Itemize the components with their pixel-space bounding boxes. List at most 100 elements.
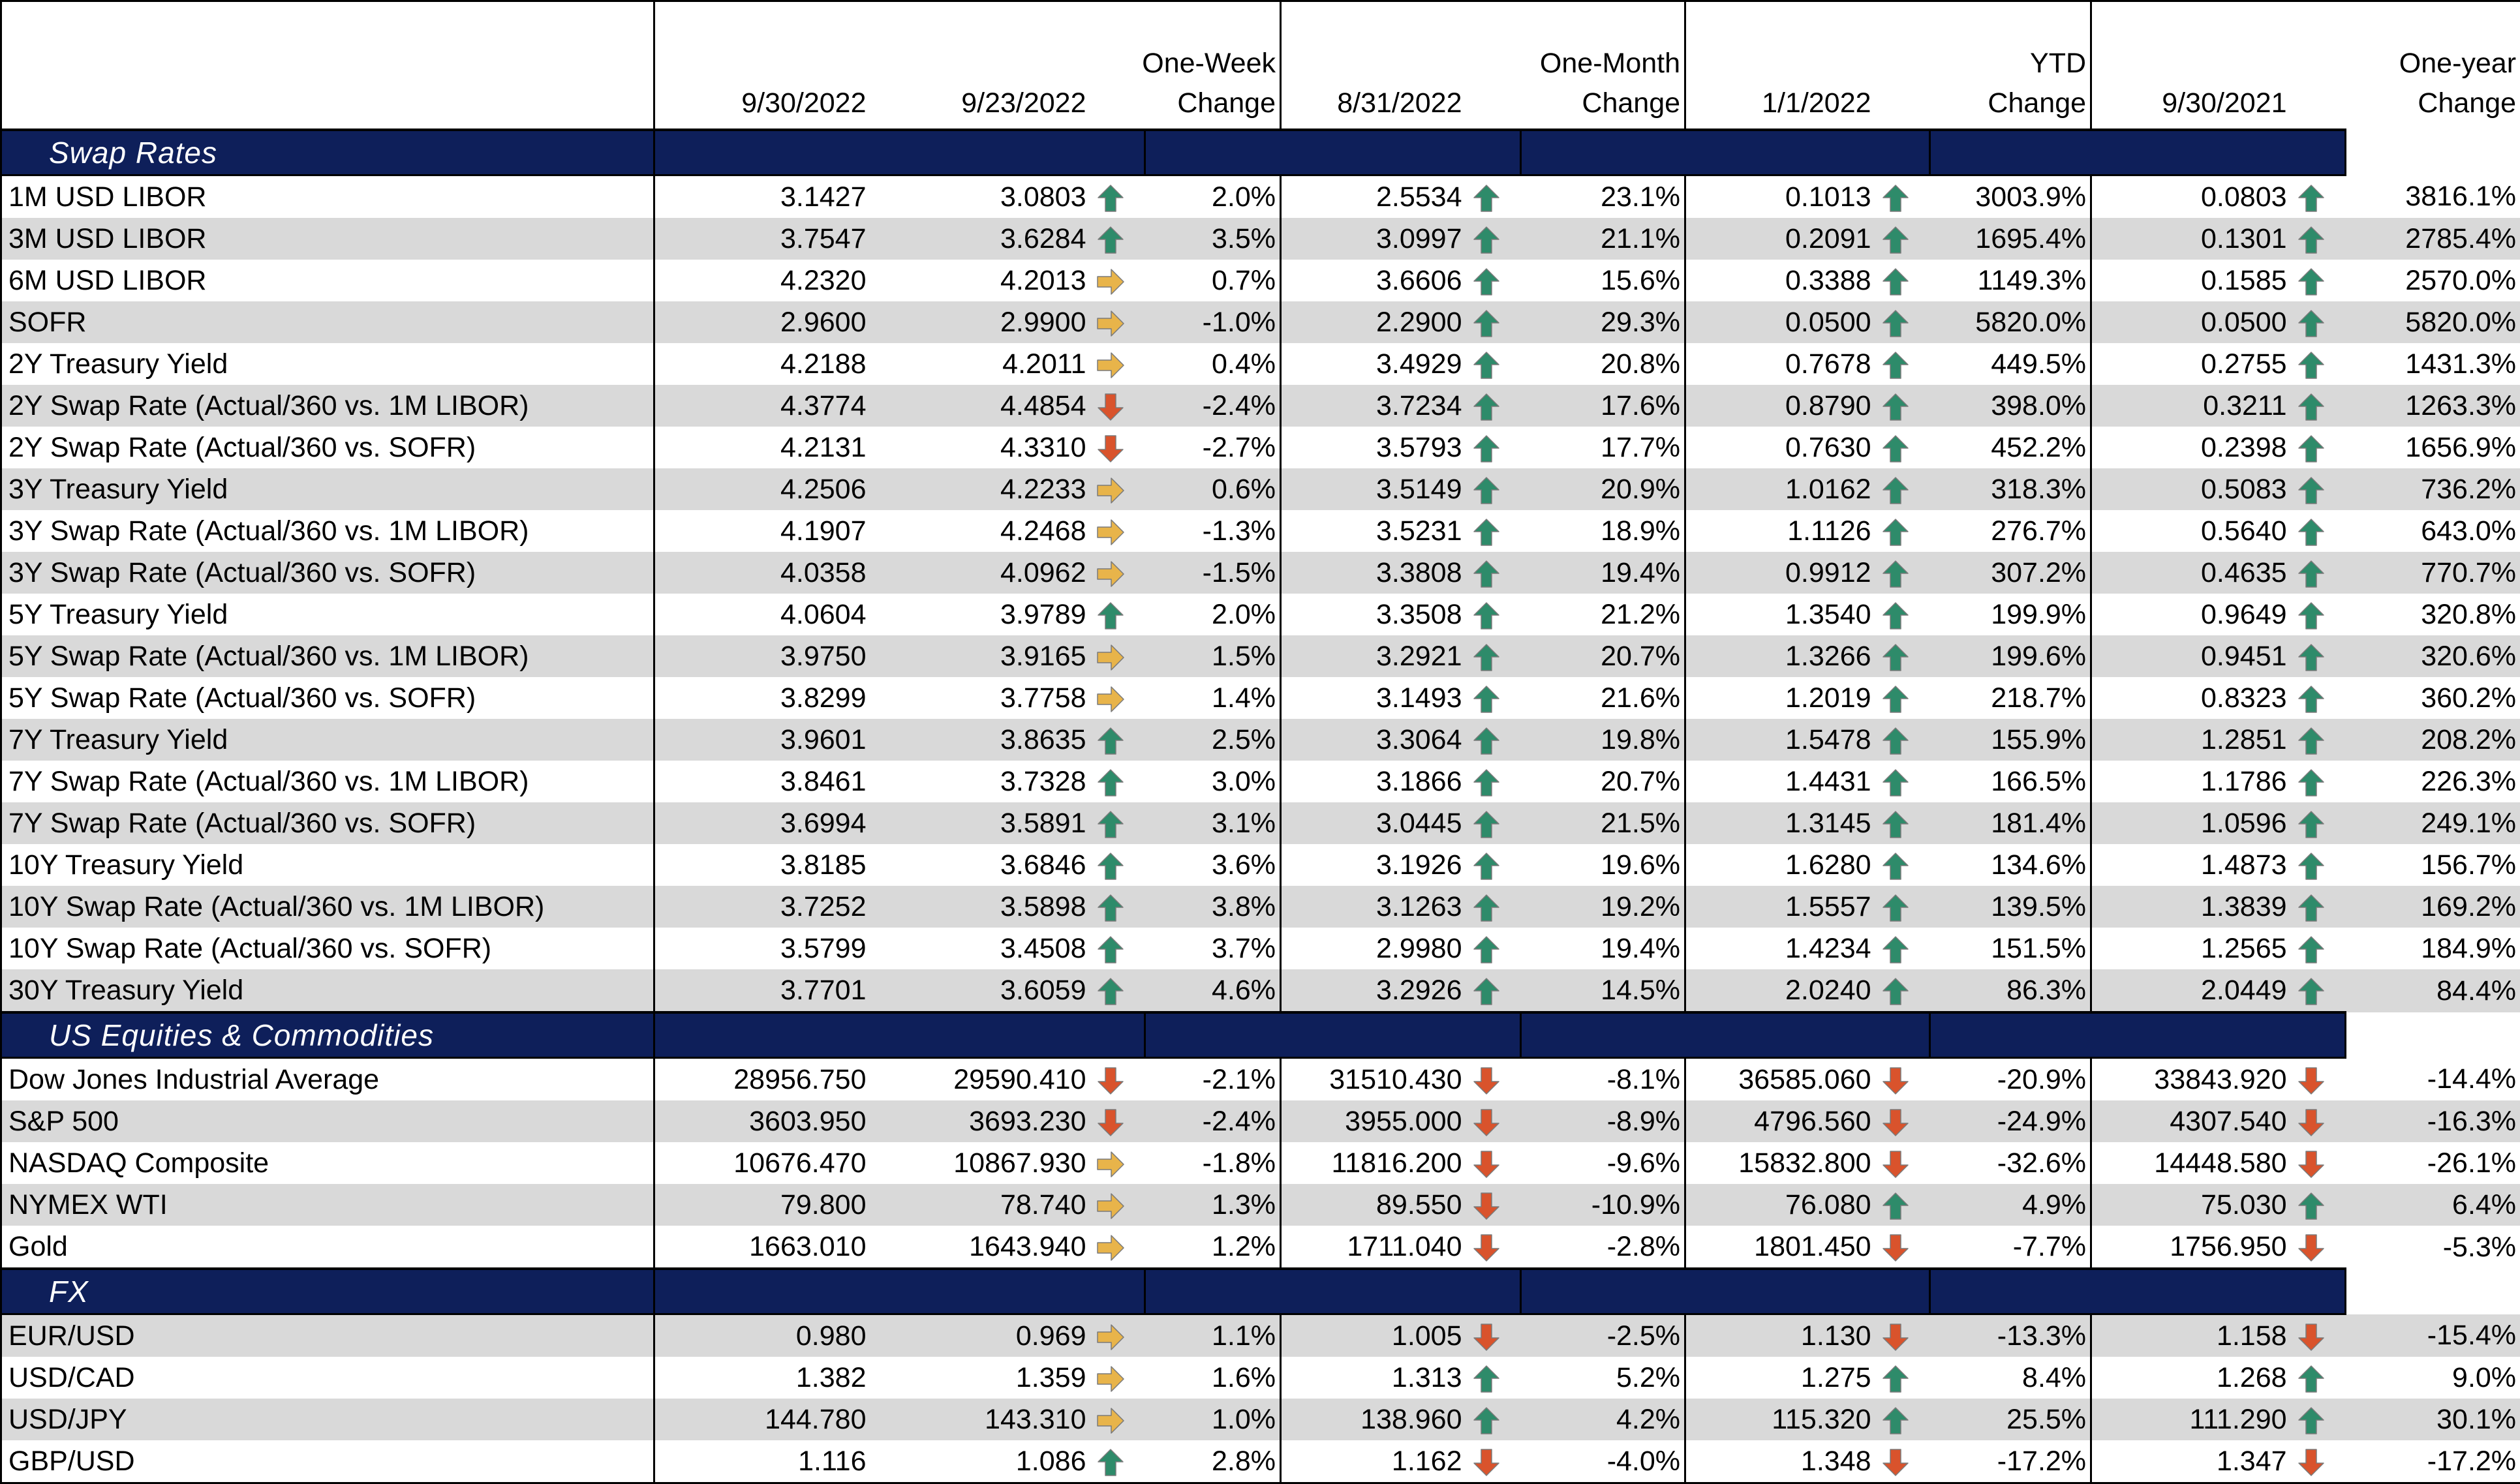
trend-cell — [1469, 1440, 1521, 1483]
table-row: 3Y Swap Rate (Actual/360 vs. 1M LIBOR)4.… — [1, 510, 2520, 552]
trend-cell — [1093, 719, 1145, 761]
arrow-up-icon — [1096, 225, 1126, 255]
one-year-change: 6.4% — [2346, 1184, 2520, 1226]
ytd-change: -24.9% — [1930, 1100, 2091, 1142]
arrow-down-icon — [1471, 1233, 1501, 1263]
row-label: 7Y Treasury Yield — [1, 719, 654, 761]
value-month-ago: 2.2900 — [1281, 301, 1469, 343]
one-month-change: 21.2% — [1521, 594, 1685, 635]
arrow-up-icon — [1471, 434, 1501, 464]
arrow-up-icon — [1881, 350, 1911, 380]
ytd-change: -7.7% — [1930, 1226, 2091, 1269]
value-week-ago: 4.2233 — [873, 468, 1093, 510]
arrow-down-icon — [2296, 1322, 2326, 1352]
trend-cell — [2294, 844, 2346, 886]
one-year-change: 2570.0% — [2346, 260, 2520, 301]
arrow-up-icon — [2296, 267, 2326, 297]
row-label: 5Y Treasury Yield — [1, 594, 654, 635]
trend-cell — [1093, 1058, 1145, 1101]
value-year-ago: 0.1585 — [2091, 260, 2294, 301]
value-month-ago: 11816.200 — [1281, 1142, 1469, 1184]
row-label: 3M USD LIBOR — [1, 218, 654, 260]
arrow-up-icon — [1881, 392, 1911, 422]
one-month-change: 18.9% — [1521, 510, 1685, 552]
trend-cell — [1093, 427, 1145, 468]
value-week-ago: 3.0803 — [873, 175, 1093, 219]
one-week-change: 1.1% — [1145, 1314, 1281, 1357]
value-month-ago: 2.9980 — [1281, 928, 1469, 969]
arrow-right-icon — [1096, 1233, 1126, 1263]
one-week-change: 0.4% — [1145, 343, 1281, 385]
one-week-change: -2.1% — [1145, 1058, 1281, 1101]
value-year-ago: 0.9451 — [2091, 635, 2294, 677]
arrow-right-icon — [1096, 1322, 1126, 1352]
arrow-right-icon — [1096, 517, 1126, 547]
value-current: 4.3774 — [654, 385, 873, 427]
one-week-change: 1.4% — [1145, 677, 1281, 719]
value-year-ago: 14448.580 — [2091, 1142, 2294, 1184]
arrow-up-icon — [2296, 810, 2326, 840]
ytd-change: 398.0% — [1930, 385, 2091, 427]
trend-cell — [1469, 468, 1521, 510]
header-blank — [1, 1, 654, 130]
trend-cell — [2294, 1226, 2346, 1269]
trend-cell — [1469, 385, 1521, 427]
trend-cell — [2294, 1314, 2346, 1357]
trend-cell — [1469, 635, 1521, 677]
trend-cell — [1469, 1058, 1521, 1101]
ytd-change: 3003.9% — [1930, 175, 2091, 219]
one-week-change: -1.8% — [1145, 1142, 1281, 1184]
one-month-change: 21.6% — [1521, 677, 1685, 719]
trend-cell — [2294, 1399, 2346, 1440]
trend-cell — [1878, 928, 1930, 969]
one-week-change: 2.0% — [1145, 175, 1281, 219]
header-date-current: 9/30/2022 — [654, 1, 873, 130]
arrow-up-icon — [1471, 309, 1501, 339]
value-year-ago: 0.1301 — [2091, 218, 2294, 260]
arrow-down-icon — [1881, 1447, 1911, 1477]
trend-cell — [1878, 635, 1930, 677]
trend-cell — [1469, 928, 1521, 969]
row-label: NYMEX WTI — [1, 1184, 654, 1226]
arrow-up-icon — [1881, 935, 1911, 965]
trend-cell — [2294, 552, 2346, 594]
arrow-up-icon — [1471, 810, 1501, 840]
value-week-ago: 1643.940 — [873, 1226, 1093, 1269]
ytd-change: 1149.3% — [1930, 260, 2091, 301]
arrow-up-icon — [2296, 392, 2326, 422]
value-ytd-start: 115.320 — [1685, 1399, 1878, 1440]
value-month-ago: 3.4929 — [1281, 343, 1469, 385]
trend-cell — [1878, 218, 1930, 260]
value-current: 79.800 — [654, 1184, 873, 1226]
table-row: 7Y Swap Rate (Actual/360 vs. 1M LIBOR)3.… — [1, 761, 2520, 802]
one-week-change: 2.5% — [1145, 719, 1281, 761]
one-year-change: 184.9% — [2346, 928, 2520, 969]
value-current: 4.2506 — [654, 468, 873, 510]
table-row: 7Y Swap Rate (Actual/360 vs. SOFR)3.6994… — [1, 802, 2520, 844]
trend-cell — [2294, 761, 2346, 802]
one-year-change: 9.0% — [2346, 1357, 2520, 1399]
row-label: 5Y Swap Rate (Actual/360 vs. SOFR) — [1, 677, 654, 719]
one-week-change: 4.6% — [1145, 969, 1281, 1012]
value-month-ago: 2.5534 — [1281, 175, 1469, 219]
trend-cell — [1469, 175, 1521, 219]
trend-cell — [2294, 301, 2346, 343]
one-month-change: -9.6% — [1521, 1142, 1685, 1184]
one-year-change: 156.7% — [2346, 844, 2520, 886]
trend-cell — [2294, 468, 2346, 510]
arrow-up-icon — [1471, 935, 1501, 965]
value-current: 10676.470 — [654, 1142, 873, 1184]
value-month-ago: 31510.430 — [1281, 1058, 1469, 1101]
arrow-right-icon — [1096, 309, 1126, 339]
trend-cell — [1093, 844, 1145, 886]
value-ytd-start: 1.3266 — [1685, 635, 1878, 677]
trend-cell — [1469, 301, 1521, 343]
arrow-up-icon — [1471, 1406, 1501, 1436]
arrow-up-icon — [1096, 1447, 1126, 1477]
value-current: 1663.010 — [654, 1226, 873, 1269]
section-fill — [1521, 1012, 1930, 1058]
